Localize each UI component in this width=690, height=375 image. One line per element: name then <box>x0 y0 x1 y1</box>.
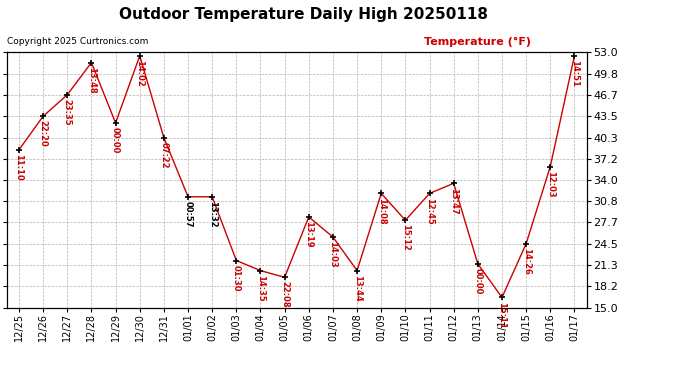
Text: 14:08: 14:08 <box>377 198 386 224</box>
Text: 14:02: 14:02 <box>135 60 144 87</box>
Text: 15:11: 15:11 <box>497 302 506 328</box>
Text: 22:08: 22:08 <box>280 282 289 308</box>
Text: 12:45: 12:45 <box>425 198 434 225</box>
Text: 14:26: 14:26 <box>522 248 531 275</box>
Text: 14:51: 14:51 <box>570 60 579 87</box>
Text: 01:30: 01:30 <box>232 265 241 291</box>
Text: 00:57: 00:57 <box>184 201 193 228</box>
Text: 11:10: 11:10 <box>14 154 23 181</box>
Text: 14:03: 14:03 <box>328 241 337 268</box>
Text: Copyright 2025 Curtronics.com: Copyright 2025 Curtronics.com <box>7 37 148 46</box>
Text: 13:44: 13:44 <box>353 275 362 302</box>
Text: 07:22: 07:22 <box>159 142 168 168</box>
Text: 23:35: 23:35 <box>63 99 72 126</box>
Text: Outdoor Temperature Daily High 20250118: Outdoor Temperature Daily High 20250118 <box>119 8 488 22</box>
Text: 22:20: 22:20 <box>39 120 48 147</box>
Text: Temperature (°F): Temperature (°F) <box>424 37 531 47</box>
Text: 00:00: 00:00 <box>111 127 120 153</box>
Text: 13:48: 13:48 <box>87 67 96 93</box>
Text: 13:19: 13:19 <box>304 221 313 248</box>
Text: 13:32: 13:32 <box>208 201 217 228</box>
Text: 00:00: 00:00 <box>473 268 482 294</box>
Text: 12:03: 12:03 <box>546 171 555 197</box>
Text: 13:47: 13:47 <box>449 188 458 214</box>
Text: 14:35: 14:35 <box>256 275 265 302</box>
Text: 15:12: 15:12 <box>401 224 410 251</box>
